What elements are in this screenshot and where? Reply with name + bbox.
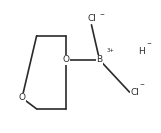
Text: Cl: Cl bbox=[87, 14, 96, 23]
Text: H: H bbox=[138, 47, 145, 56]
Text: −: − bbox=[99, 12, 104, 17]
Text: −: − bbox=[140, 81, 145, 86]
Text: B: B bbox=[96, 55, 103, 64]
Text: −: − bbox=[146, 40, 151, 45]
Text: 3+: 3+ bbox=[106, 48, 114, 53]
Text: O: O bbox=[62, 55, 69, 64]
Text: Cl: Cl bbox=[130, 88, 139, 97]
Text: O: O bbox=[19, 93, 25, 102]
